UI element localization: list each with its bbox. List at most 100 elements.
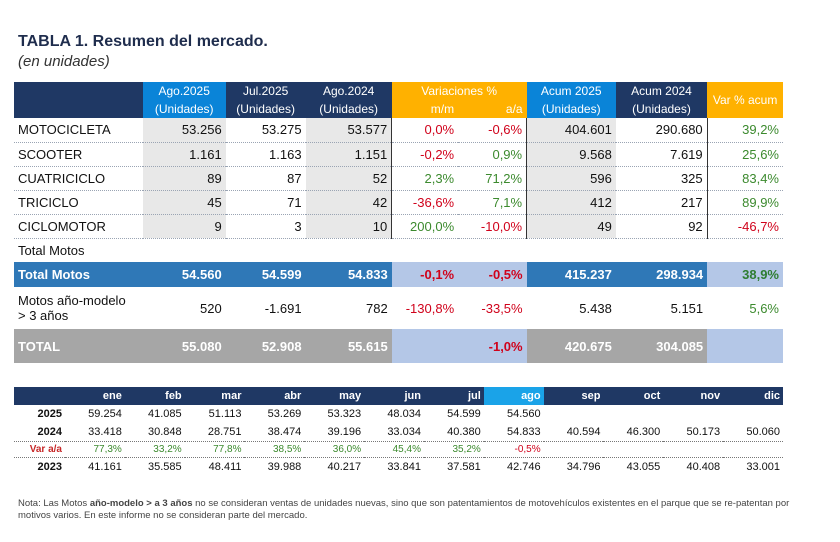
header-ago2024: Ago.2024 (305, 82, 392, 100)
cell-acum2025: 5.438 (579, 300, 612, 316)
cell-ago2025: 89 (142, 166, 226, 191)
header-ago2024-unit: (Unidades) (305, 100, 392, 118)
var-value: 77,8% (184, 441, 245, 458)
motos-modelo-row: Motos año-modelo > 3 años 520 -1.691 782 … (14, 287, 783, 329)
cell-jul2025: 1.163 (225, 142, 306, 167)
cell-acum2025: 9.568 (526, 142, 616, 167)
cell-mm (391, 329, 459, 363)
footnote: Nota: Las Motos año-modelo > a 3 años no… (18, 498, 818, 522)
month-value: 41.085 (148, 408, 182, 420)
empty-cell (527, 238, 616, 262)
row-label: MOTOCICLETA (14, 118, 143, 143)
cell-mm: -0,1% (391, 262, 459, 287)
cell-aa: -0,5% (458, 262, 527, 287)
monthly-row-var: Var a/a 77,3% 33,2% 77,8% 38,5% 36,0% 45… (14, 441, 783, 458)
month-value: 28.751 (184, 423, 245, 442)
month-value: 40.380 (423, 423, 484, 442)
row-label: CICLOMOTOR (14, 214, 143, 239)
month-header: sep (543, 387, 604, 405)
empty-cell (707, 238, 783, 262)
cell-aa: -10,0% (458, 214, 528, 239)
month-value: 39.988 (267, 461, 302, 474)
month-header: oct (603, 387, 664, 405)
cell-ago2025: 45 (142, 190, 226, 215)
cell-acum2024: 92 (615, 214, 708, 239)
empty-cell (226, 238, 306, 262)
total-motos-row: Total Motos 54.560 54.599 54.833 -0,1% -… (14, 262, 783, 287)
cell-ago2024: 54.833 (305, 262, 392, 287)
month-value: 40.217 (327, 461, 362, 474)
empty-cell (616, 238, 707, 262)
month-value (603, 405, 663, 423)
row-label: Total Motos (14, 262, 143, 287)
year-label: 2023 (37, 461, 62, 474)
row-label-line1: Motos año-modelo (18, 293, 126, 308)
month-value: 48.411 (208, 461, 242, 474)
header-var-acum: Var % acum (707, 82, 783, 118)
cell-ago2024: 782 (366, 300, 388, 316)
header-subrow: (Unidades) (Unidades) (Unidades) m/m a/a… (14, 100, 783, 118)
month-value (544, 405, 604, 423)
var-value: -0,5% (483, 441, 544, 458)
cell-var-acum: 25,6% (707, 142, 783, 167)
month-value: 39.196 (304, 423, 365, 442)
cell-ago2024: 1.151 (305, 142, 393, 167)
cell-jul2025: 71 (225, 190, 306, 215)
month-value: 33.034 (364, 423, 424, 442)
var-value (603, 441, 664, 458)
month-header: dic (723, 387, 783, 405)
cell-var-acum: 83,4% (707, 166, 783, 191)
row-label: SCOOTER (14, 142, 143, 167)
month-value: 37.581 (447, 461, 481, 474)
cell-var-acum: 39,2% (707, 118, 783, 143)
cell-ago2024: 42 (305, 190, 393, 215)
total-motos-label-row: Total Motos (14, 238, 783, 262)
cell-aa: -1,0% (458, 329, 527, 363)
month-value: 34.796 (566, 461, 601, 474)
cell-acum2024: 325 (615, 166, 708, 191)
var-value: 36,0% (304, 441, 365, 458)
monthly-row-2024: 2024 33.418 30.848 28.751 38.474 39.196 … (14, 423, 783, 442)
table-row: SCOOTER 1.161 1.163 1.151 -0,2% 0,9% 9.5… (14, 142, 783, 167)
cell-acum2025: 415.237 (526, 262, 616, 287)
cell-mm: -36,6% (391, 190, 459, 215)
header-acum2024: Acum 2024 (615, 82, 708, 100)
cell-aa: -33,5% (481, 300, 523, 316)
cell-acum2025: 412 (526, 190, 616, 215)
month-value: 54.833 (483, 423, 544, 442)
header-acum2025: Acum 2025 (526, 82, 616, 100)
cell-mm: 200,0% (391, 214, 459, 239)
month-header: jun (364, 387, 424, 405)
var-value: 77,3% (65, 441, 125, 458)
var-value (663, 441, 724, 458)
market-summary-table: Ago.2025 Jul.2025 Ago.2024 Variaciones %… (14, 82, 783, 363)
month-value: 54.560 (506, 408, 541, 420)
var-value: 45,4% (364, 441, 424, 458)
month-value: 50.173 (663, 423, 724, 442)
empty-cell (306, 238, 392, 262)
header-ago2025: Ago.2025 (142, 82, 226, 100)
month-value: 54.599 (447, 408, 481, 420)
year-label: 2025 (37, 408, 62, 420)
cell-jul2025: -1.691 (264, 300, 302, 316)
row-label: Motos año-modelo > 3 años (14, 287, 143, 329)
header-ago2025-unit: (Unidades) (142, 100, 226, 118)
header-mm: m/m (391, 100, 459, 118)
cell-var-acum (707, 329, 783, 363)
month-header: may (304, 387, 365, 405)
month-header-current: ago (483, 387, 544, 405)
cell-acum2024: 217 (615, 190, 708, 215)
table-row: CICLOMOTOR 9 3 10 200,0% -10,0% 49 92 -4… (14, 214, 783, 239)
cell-mm: 2,3% (391, 166, 459, 191)
cell-acum2025: 420.675 (526, 329, 616, 363)
cell-ago2024: 55.615 (305, 329, 392, 363)
cell-acum2024: 7.619 (615, 142, 708, 167)
month-value: 59.254 (88, 408, 122, 420)
cell-acum2024: 290.680 (615, 118, 708, 143)
var-label: Var a/a (14, 441, 65, 458)
cell-ago2025: 53.256 (142, 118, 226, 143)
table-row: CUATRICICLO 89 87 52 2,3% 71,2% 596 325 … (14, 166, 783, 191)
cell-ago2024: 10 (305, 214, 393, 239)
cell-jul2025: 52.908 (225, 329, 306, 363)
month-value: 48.034 (387, 408, 421, 420)
